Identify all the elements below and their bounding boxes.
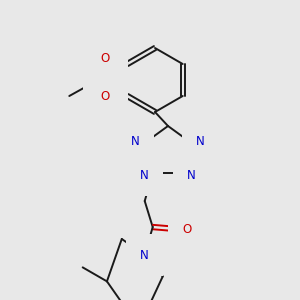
Text: N: N bbox=[131, 136, 140, 148]
Text: N: N bbox=[196, 136, 205, 148]
Text: N: N bbox=[140, 169, 149, 182]
Text: O: O bbox=[101, 52, 110, 65]
Text: O: O bbox=[182, 223, 191, 236]
Text: O: O bbox=[101, 89, 110, 103]
Text: N: N bbox=[140, 248, 149, 262]
Text: N: N bbox=[187, 169, 196, 182]
